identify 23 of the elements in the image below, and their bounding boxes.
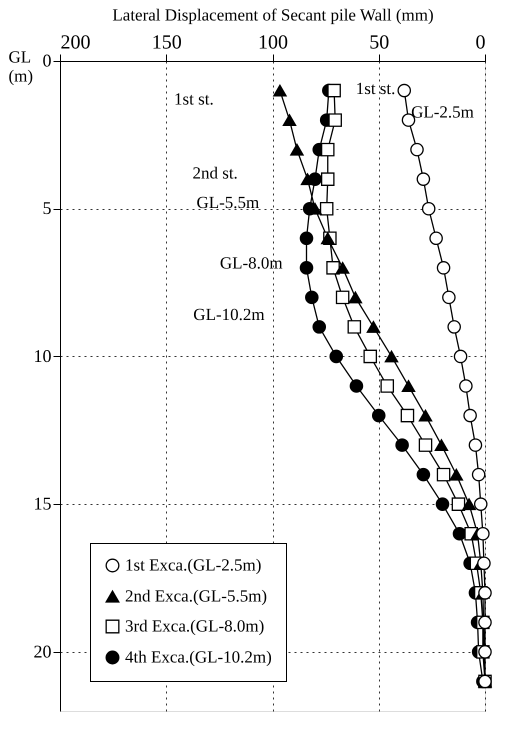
y-tick-label: 10 [34, 346, 52, 366]
legend-label: 4th Exca.(GL-10.2m) [125, 648, 272, 666]
y-tick-label: 15 [34, 494, 52, 514]
x-tick-label: 100 [258, 32, 288, 54]
y-axis-title: GL (m) [8, 48, 34, 86]
annotation: GL-2.5m [411, 102, 474, 122]
legend-label: 2nd Exca.(GL-5.5m) [125, 586, 268, 606]
x-tick-label: 0 [476, 32, 486, 54]
x-tick-label: 200 [60, 32, 90, 54]
annotation: 1st st. [356, 79, 396, 98]
annotation: GL-8.0m [220, 253, 283, 272]
annotation: GL-5.5m [196, 192, 260, 212]
x-tick-label: 150 [152, 32, 182, 54]
annotation: 2nd st. [192, 163, 238, 182]
y-tick-label: 20 [34, 641, 52, 662]
annotation: 1st st. [174, 89, 214, 108]
y-tick-label: 0 [42, 50, 52, 70]
legend-label: 1st Exca.(GL-2.5m) [125, 556, 262, 574]
legend-label: 3rd Exca.(GL-8.0m) [125, 616, 264, 636]
annotation: GL-10.2m [193, 305, 265, 324]
x-tick-label: 50 [369, 32, 390, 54]
x-axis-title: Lateral Displacement of Secant pile Wall (mm) [112, 6, 434, 24]
y-tick-label: 5 [42, 198, 52, 218]
